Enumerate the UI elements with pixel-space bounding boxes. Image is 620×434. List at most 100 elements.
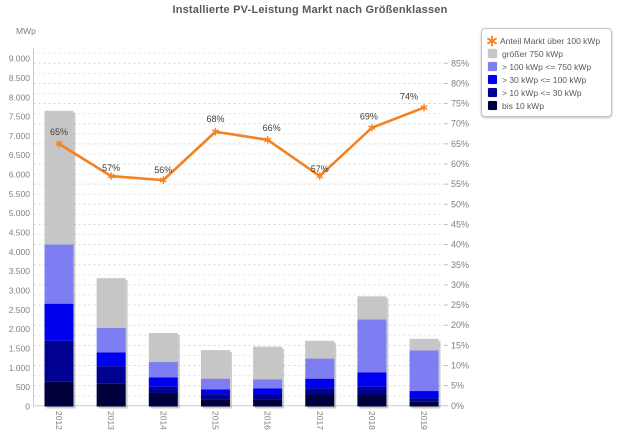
star-marker-icon[interactable] [159, 177, 167, 183]
bar-segment-2012[interactable] [44, 381, 74, 407]
left-axis-tick-label: 3.000 [9, 286, 31, 296]
line-series-marker-icon [487, 34, 497, 47]
line-value-label: 68% [206, 114, 224, 124]
bar-segment-2015[interactable] [200, 389, 230, 395]
star-marker-icon[interactable] [368, 125, 376, 131]
bar-segment-2017[interactable] [305, 378, 335, 389]
star-marker-icon[interactable] [211, 129, 219, 135]
bar-segment-2018[interactable] [357, 319, 387, 373]
line-value-label: 74% [400, 92, 418, 102]
bar-segment-2016[interactable] [253, 346, 283, 380]
bar-segment-2018[interactable] [357, 394, 387, 407]
left-axis-tick-label: 7.500 [9, 112, 31, 122]
x-axis-label-2017: 2017 [315, 411, 325, 430]
right-axis-tick-label: 50% [451, 199, 469, 209]
right-axis-tick-label: 80% [451, 78, 469, 88]
left-axis-tick-label: 5.500 [9, 189, 31, 199]
bar-segment-2014[interactable] [148, 377, 178, 387]
legend-item[interactable]: > 10 kWp <= 30 kWp [488, 86, 605, 99]
legend-item[interactable]: > 30 kWp <= 100 kWp [488, 73, 605, 86]
left-axis-tick-label: 2.500 [9, 305, 31, 315]
legend-item[interactable]: > 100 kWp <= 750 kWp [488, 60, 605, 73]
bar-segment-2014[interactable] [148, 362, 178, 378]
right-axis-tick-label: 65% [451, 139, 469, 149]
bar-segment-2012[interactable] [44, 244, 74, 304]
left-axis-tick-label: 6.000 [9, 170, 31, 180]
bar-segment-2012[interactable] [44, 340, 74, 382]
star-marker-icon[interactable] [420, 105, 428, 110]
legend-item-label: > 30 kWp <= 100 kWp [502, 74, 587, 85]
right-axis-tick-label: 10% [451, 361, 469, 371]
legend-item[interactable]: bis 10 kWp [488, 99, 605, 112]
x-axis-label-2013: 2013 [106, 411, 116, 430]
bar-segment-2014[interactable] [148, 392, 178, 407]
left-axis-tick-label: 500 [16, 382, 30, 392]
left-axis-tick-label: 7.000 [9, 131, 31, 141]
legend: Anteil Markt über 100 kWp größer 750 kWp >… [481, 28, 612, 117]
right-axis-tick-label: 15% [451, 340, 469, 350]
left-axis-tick-label: 1.500 [9, 344, 31, 354]
bar-segment-2014[interactable] [148, 333, 178, 363]
right-axis-tick-label: 85% [451, 58, 469, 68]
star-marker-icon[interactable] [107, 173, 115, 179]
left-axis-tick-label: 2.000 [9, 324, 31, 334]
bar-segment-2018[interactable] [357, 386, 387, 395]
legend-item-label: größer 750 kWp [502, 48, 563, 59]
bar-segment-2019[interactable] [409, 391, 439, 399]
line-value-label: 65% [50, 127, 68, 137]
legend-swatch-icon [488, 88, 497, 97]
x-axis-label-2012: 2012 [54, 411, 64, 430]
right-axis-tick-label: 35% [451, 260, 469, 270]
legend-item[interactable]: Anteil Markt über 100 kWp [487, 34, 605, 47]
legend-swatch-icon [488, 62, 497, 71]
bar-segment-2017[interactable] [305, 340, 335, 359]
bar-segment-2012[interactable] [44, 110, 74, 245]
bar-segment-2013[interactable] [96, 278, 126, 329]
left-axis-tick-label: 4.500 [9, 228, 31, 238]
legend-item-label: > 100 kWp <= 750 kWp [502, 61, 592, 72]
bar-segment-2015[interactable] [200, 350, 230, 379]
bar-segment-2015[interactable] [200, 399, 230, 407]
bar-segment-2016[interactable] [253, 394, 283, 400]
bar-segment-2016[interactable] [253, 399, 283, 407]
bar-segment-2013[interactable] [96, 383, 126, 407]
line-value-label: 69% [360, 112, 378, 122]
bar-segment-2013[interactable] [96, 328, 126, 353]
bar-segment-2019[interactable] [409, 350, 439, 392]
bar-segment-2015[interactable] [200, 394, 230, 400]
bar-segment-2017[interactable] [305, 388, 335, 395]
right-axis-tick-label: 25% [451, 300, 469, 310]
left-axis-tick-label: 4.000 [9, 247, 31, 257]
star-marker-icon[interactable] [55, 141, 63, 147]
bar-segment-2013[interactable] [96, 366, 126, 384]
bar-segment-2016[interactable] [253, 388, 283, 395]
legend-item-label: bis 10 kWp [502, 100, 545, 111]
legend-item-label: Anteil Markt über 100 kWp [500, 35, 601, 46]
legend-swatch-icon [488, 49, 497, 58]
bar-segment-2019[interactable] [409, 401, 439, 407]
legend-item[interactable]: größer 750 kWp [488, 47, 605, 60]
bar-segment-2018[interactable] [357, 372, 387, 387]
bar-segment-2017[interactable] [305, 358, 335, 379]
bar-segment-2014[interactable] [148, 386, 178, 393]
line-value-label: 56% [154, 165, 172, 175]
bar-segment-2012[interactable] [44, 303, 74, 341]
right-axis-tick-label: 30% [451, 280, 469, 290]
left-axis-title: MWp [16, 26, 36, 36]
star-marker-icon[interactable] [264, 137, 272, 143]
right-axis-tick-label: 5% [451, 381, 464, 391]
bar-segment-2013[interactable] [96, 352, 126, 367]
bar-segment-2016[interactable] [253, 379, 283, 389]
right-axis-tick-label: 40% [451, 240, 469, 250]
left-axis-tick-label: 3.500 [9, 266, 31, 276]
bar-segment-2017[interactable] [305, 394, 335, 407]
bar-segment-2018[interactable] [357, 296, 387, 320]
left-axis-tick-label: 5.000 [9, 208, 31, 218]
bar-segment-2019[interactable] [409, 398, 439, 402]
bar-segment-2019[interactable] [409, 338, 439, 351]
market-share-line[interactable] [57, 106, 426, 182]
star-marker-icon[interactable] [316, 173, 324, 179]
bar-segment-2015[interactable] [200, 378, 230, 390]
